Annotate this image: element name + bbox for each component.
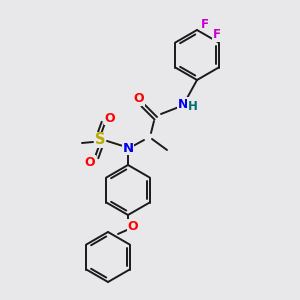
Text: N: N <box>178 98 188 110</box>
Text: O: O <box>105 112 115 124</box>
Text: H: H <box>188 100 198 112</box>
Text: O: O <box>85 155 95 169</box>
Text: F: F <box>201 17 209 31</box>
Text: O: O <box>128 220 138 232</box>
Text: S: S <box>95 133 105 148</box>
Text: F: F <box>213 28 221 41</box>
Text: N: N <box>122 142 134 154</box>
Text: O: O <box>134 92 144 106</box>
